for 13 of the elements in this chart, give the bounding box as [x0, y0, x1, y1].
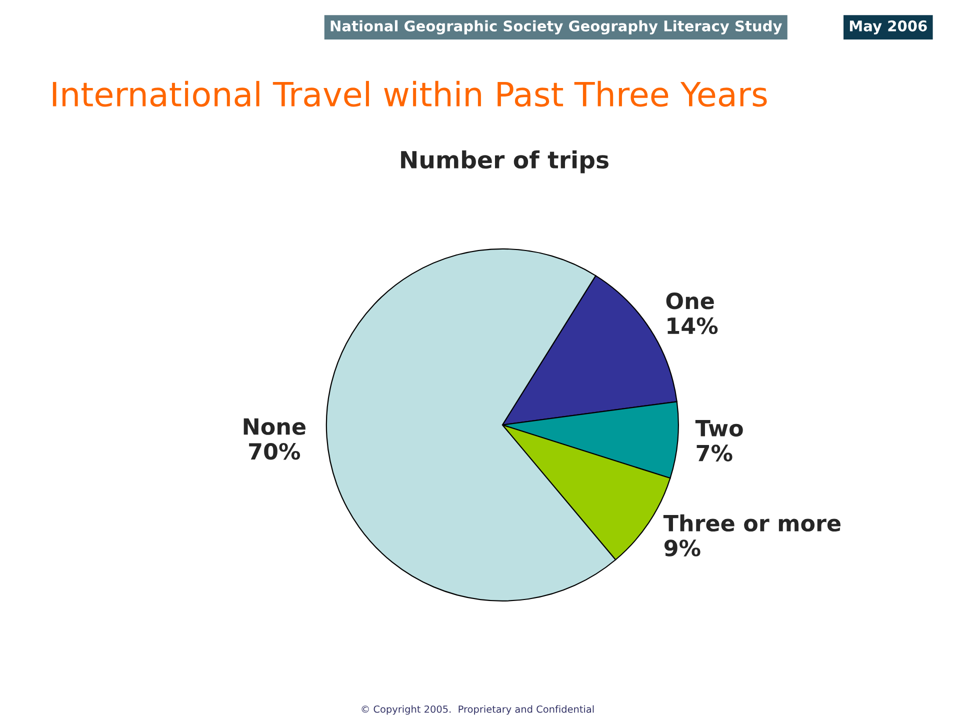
data-label: 14% — [668, 317, 718, 334]
chart-title: International Travel within Past Three Years — [52, 80, 767, 107]
text: © Copyright 2005. Proprietary and Confidential — [362, 705, 594, 715]
slice-label: Three or more — [663, 514, 840, 532]
text: May 2006 — [850, 20, 927, 34]
slice-label: Two — [695, 420, 743, 437]
text: National Geographic Society Geography Literacy Study — [330, 20, 782, 34]
slice-label: One — [666, 292, 714, 310]
slice-label: None — [244, 418, 306, 435]
data-label: 9% — [664, 540, 700, 556]
chart-subtitle: Number of trips — [401, 150, 608, 174]
data-label: 70% — [249, 442, 300, 460]
data-label: 7% — [696, 444, 732, 462]
